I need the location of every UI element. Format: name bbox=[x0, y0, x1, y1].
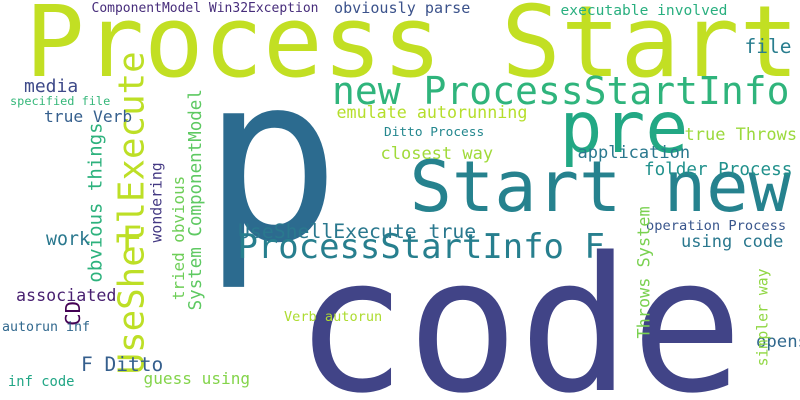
word-processstartinfo-f: ProcessStartInfo F bbox=[237, 227, 605, 266]
word-tried-obvious: tried obvious bbox=[169, 175, 189, 301]
word-f: F bbox=[121, 219, 143, 260]
word-using-code: using code bbox=[681, 232, 784, 252]
word-executable-involved: executable involved bbox=[560, 2, 728, 19]
word-useshellexecute-true: UseShellExecute true bbox=[238, 220, 477, 243]
word-start-new: Start new bbox=[409, 146, 791, 228]
word-pre: pre bbox=[559, 85, 689, 169]
word-throws-system: Throws System bbox=[633, 205, 654, 339]
word-application: application bbox=[577, 143, 691, 163]
word-code: code bbox=[294, 217, 744, 400]
word-specified-file: specified file bbox=[10, 94, 111, 108]
word-operation-process: operation Process bbox=[646, 217, 787, 234]
word-inf-code: inf code bbox=[8, 373, 75, 390]
word-process-start: Process Start bbox=[25, 0, 799, 100]
word-new-processstartinfo: new ProcessStartInfo bbox=[332, 69, 790, 113]
word-p: p bbox=[202, 27, 341, 294]
word-work: work bbox=[46, 228, 91, 250]
word-emulate-autorunning: emulate autorunning bbox=[336, 102, 528, 122]
word-autorun-inf: autorun inf bbox=[2, 320, 91, 335]
word-obvious-things: obvious things bbox=[84, 121, 107, 283]
word-simpler-way: simpler way bbox=[754, 267, 772, 366]
word-media: media bbox=[24, 75, 79, 97]
word-verb-autorun: Verb autorun bbox=[284, 308, 383, 325]
word-useshellexecute: UseShellExecute bbox=[111, 51, 153, 375]
word-guess-using: guess using bbox=[143, 368, 251, 388]
word-true-throws: true Throws bbox=[684, 125, 798, 145]
word-file: file bbox=[744, 34, 792, 58]
word-associated: associated bbox=[16, 285, 117, 305]
word-folder-process: folder Process bbox=[644, 159, 793, 180]
word-true-verb: true Verb bbox=[44, 106, 133, 126]
word-obviously-parse: obviously parse bbox=[334, 0, 471, 17]
word-closest-way: closest way bbox=[380, 144, 494, 164]
word-ditto-process: Ditto Process bbox=[384, 125, 485, 140]
word-wondering: wondering bbox=[148, 161, 166, 242]
word-system-componentmodel: System ComponentModel bbox=[185, 89, 206, 311]
word-componentmodel-win32exception: ComponentModel Win32Exception bbox=[91, 1, 319, 16]
word-f-ditto: F Ditto bbox=[81, 352, 164, 376]
